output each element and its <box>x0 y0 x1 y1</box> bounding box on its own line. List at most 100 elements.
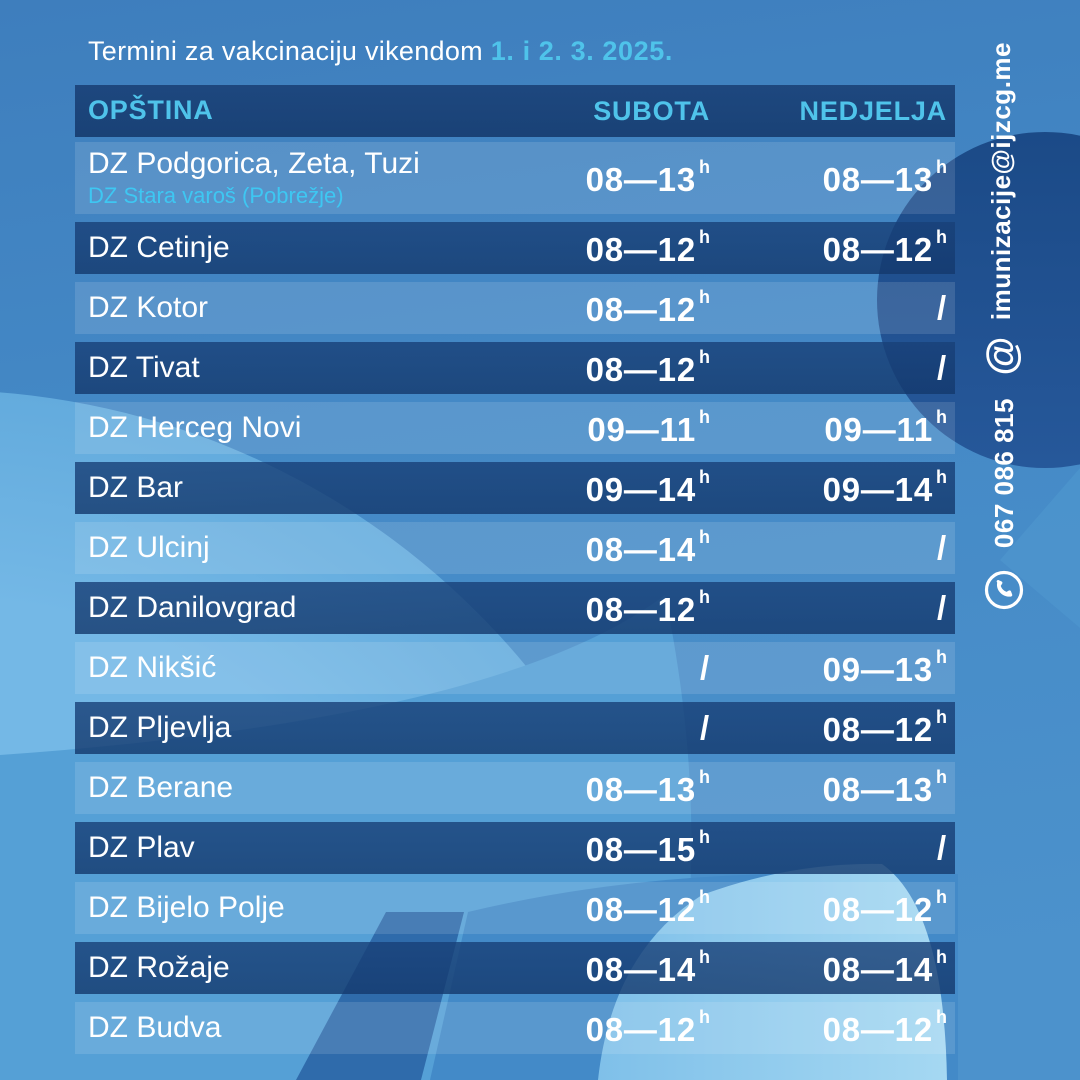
cell-municipality: DZ Plav <box>75 830 518 864</box>
hour-suffix: h <box>936 1007 947 1027</box>
hour-suffix: h <box>936 887 947 907</box>
cell-subota: / <box>700 709 710 746</box>
municipality-name: DZ Ulcinj <box>88 530 210 564</box>
municipality-name: DZ Nikšić <box>88 650 217 684</box>
table-body: DZ Podgorica, Zeta, Tuzi DZ Stara varoš (… <box>75 142 955 1054</box>
cell-municipality: DZ Kotor <box>75 290 518 324</box>
contact-email-text: imunizacije@ijzcg.me <box>986 42 1016 321</box>
cell-nedjelja: 09—13 h <box>822 647 947 688</box>
cell-nedjelja: / <box>937 529 947 566</box>
cell-nedjelja: 08—14 h <box>822 947 947 988</box>
schedule-table: OPŠTINA SUBOTA NEDJELJA DZ Podgorica, Ze… <box>75 85 955 1062</box>
municipality-name: DZ Tivat <box>88 350 200 384</box>
phone-icon <box>984 570 1024 610</box>
table-row: DZ Berane 08—13 h 08—13 h <box>75 762 955 814</box>
municipality-name: DZ Plav <box>88 830 195 864</box>
municipality-name: DZ Pljevlja <box>88 710 232 744</box>
table-row: DZ Cetinje 08—12 h 08—12 h <box>75 222 955 274</box>
cell-municipality: DZ Cetinje <box>75 231 518 264</box>
cell-nedjelja: / <box>937 289 947 326</box>
cell-nedjelja: / <box>937 829 947 866</box>
hour-suffix: h <box>936 767 947 787</box>
cell-municipality: DZ Bar <box>75 471 518 504</box>
table-row: DZ Bar 09—14 h 09—14 h <box>75 462 955 514</box>
hour-suffix: h <box>936 157 947 177</box>
cell-subota: / <box>700 649 710 686</box>
cell-nedjelja: 08—13 h <box>822 157 947 198</box>
cell-subota: 09—11 h <box>587 407 710 448</box>
cell-nedjelja: 08—13 h <box>822 767 947 808</box>
contact-email: imunizacije@ijzcg.me @ <box>979 42 1024 376</box>
bg-right-wedge <box>1000 468 1080 628</box>
page-title: Termini za vakcinaciju vikendom 1. i 2. … <box>88 36 673 67</box>
table-header-row: OPŠTINA SUBOTA NEDJELJA <box>75 85 955 137</box>
cell-subota: 08—14 h <box>585 527 710 568</box>
hour-suffix: h <box>936 947 947 967</box>
hour-suffix: h <box>699 467 710 487</box>
cell-subota: 08—12 h <box>585 287 710 328</box>
hour-suffix: h <box>936 227 947 247</box>
hour-suffix: h <box>699 767 710 787</box>
cell-subota: 08—12 h <box>585 227 710 268</box>
cell-municipality: DZ Ulcinj <box>75 530 518 564</box>
municipality-name: DZ Rožaje <box>88 950 230 984</box>
municipality-name: DZ Podgorica, Zeta, Tuzi <box>88 147 420 181</box>
hour-suffix: h <box>699 157 710 177</box>
hour-suffix: h <box>699 287 710 307</box>
cell-municipality: DZ Nikšić <box>75 650 518 684</box>
cell-subota: 08—12 h <box>585 1007 710 1048</box>
table-row: DZ Pljevlja / 08—12 h <box>75 702 955 754</box>
contact-phone-text: 067 086 815 <box>988 398 1019 549</box>
hour-suffix: h <box>699 407 710 427</box>
table-row: DZ Herceg Novi 09—11 h 09—11 h <box>75 402 955 454</box>
hour-suffix: h <box>699 947 710 967</box>
cell-subota: 09—14 h <box>585 467 710 508</box>
cell-nedjelja: 09—14 h <box>822 467 947 508</box>
cell-nedjelja: 08—12 h <box>822 1007 947 1048</box>
municipality-name: DZ Bijelo Polje <box>88 890 285 924</box>
cell-subota: 08—12 h <box>585 887 710 928</box>
cell-subota: 08—13 h <box>585 767 710 808</box>
cell-nedjelja: / <box>937 589 947 626</box>
table-row: DZ Ulcinj 08—14 h / <box>75 522 955 574</box>
hour-suffix: h <box>699 887 710 907</box>
hour-suffix: h <box>699 527 710 547</box>
municipality-name: DZ Budva <box>88 1010 222 1044</box>
at-icon: @ <box>979 336 1024 376</box>
table-row: DZ Budva 08—12 h 08—12 h <box>75 1002 955 1054</box>
municipality-name: DZ Berane <box>88 770 234 804</box>
table-row: DZ Podgorica, Zeta, Tuzi DZ Stara varoš (… <box>75 142 955 214</box>
column-header-subota: SUBOTA <box>593 95 710 126</box>
table-row: DZ Plav 08—15 h / <box>75 822 955 874</box>
cell-municipality: DZ Danilovgrad <box>75 590 518 624</box>
hour-suffix: h <box>936 407 947 427</box>
column-header-nedjelja: NEDJELJA <box>799 95 947 126</box>
table-row: DZ Nikšić / 09—13 h <box>75 642 955 694</box>
column-header-opstina: OPŠTINA <box>88 95 214 126</box>
page-title-date: 1. i 2. 3. 2025. <box>490 36 673 66</box>
cell-nedjelja: 08—12 h <box>822 887 947 928</box>
municipality-name: DZ Kotor <box>88 290 209 324</box>
cell-nedjelja: / <box>937 349 947 386</box>
hour-suffix: h <box>699 1007 710 1027</box>
cell-subota: 08—14 h <box>585 947 710 988</box>
hour-suffix: h <box>936 647 947 667</box>
table-row: DZ Rožaje 08—14 h 08—14 h <box>75 942 955 994</box>
hour-suffix: h <box>699 227 710 247</box>
cell-municipality: DZ Herceg Novi <box>75 410 518 444</box>
table-row: DZ Danilovgrad 08—12 h / <box>75 582 955 634</box>
hour-suffix: h <box>699 827 710 847</box>
cell-municipality: DZ Tivat <box>75 350 518 384</box>
hour-suffix: h <box>699 347 710 367</box>
municipality-name: DZ Herceg Novi <box>88 410 302 444</box>
table-row: DZ Bijelo Polje 08—12 h 08—12 h <box>75 882 955 934</box>
hour-suffix: h <box>699 587 710 607</box>
cell-subota: 08—15 h <box>585 827 710 868</box>
cell-municipality: DZ Bijelo Polje <box>75 890 518 924</box>
municipality-name: DZ Danilovgrad <box>88 590 297 624</box>
cell-subota: 08—13 h <box>585 157 710 198</box>
hour-suffix: h <box>936 467 947 487</box>
municipality-subname: DZ Stara varoš (Pobrežje) <box>88 182 344 208</box>
cell-subota: 08—12 h <box>585 347 710 388</box>
